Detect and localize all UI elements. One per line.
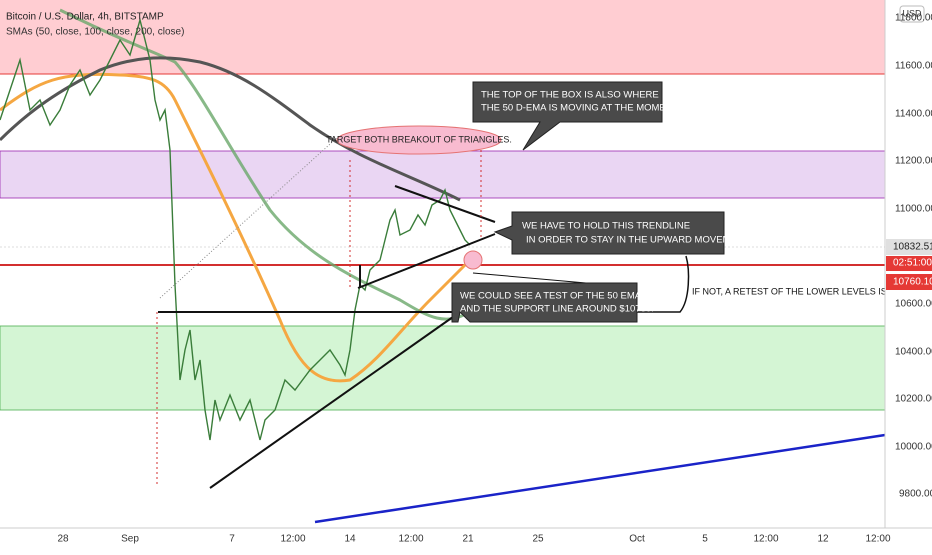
- price-line: [0, 17, 471, 441]
- time-label: Oct: [629, 534, 645, 545]
- time-label: 12:00: [398, 534, 423, 545]
- level-tag: [886, 274, 932, 290]
- retest-arrow: [637, 255, 690, 313]
- time-label: 7: [229, 534, 235, 545]
- annotation-line: THE TOP OF THE BOX IS ALSO WHERE: [481, 90, 659, 101]
- time-label: 21: [462, 534, 474, 545]
- annotation-line: THE 50 D-EMA IS MOVING AT THE MOMENT.: [481, 103, 680, 114]
- last-price-tag: [886, 239, 932, 255]
- annotation-line: AND THE SUPPORT LINE AROUND $10760.: [460, 304, 654, 315]
- price-label: 10600.00: [895, 299, 932, 310]
- time-label: Sep: [121, 534, 139, 545]
- annotation-line: WE HAVE TO HOLD THIS TRENDLINE: [522, 221, 690, 232]
- sma-50: [0, 72, 472, 383]
- annotation-text: TARGET BOTH BREAKOUT OF TRIANGLES.: [326, 134, 512, 144]
- time-label: 5: [702, 534, 708, 545]
- time-label: 14: [344, 534, 356, 545]
- level-price: 10760.10: [893, 277, 932, 288]
- currency-label: USD: [902, 8, 922, 18]
- resistance-zone: [0, 0, 885, 74]
- price-label: 11000.00: [895, 204, 932, 215]
- price-label: 11800.00: [895, 13, 932, 24]
- callout-box-top: THE TOP OF THE BOX IS ALSO WHERE THE 50 …: [472, 81, 680, 151]
- price-label: 10000.00: [895, 442, 932, 453]
- price-label: 11200.00: [895, 156, 932, 167]
- price-label: 11600.00: [895, 61, 932, 72]
- symbol-title: Bitcoin / U.S. Dollar, 4h, BITSTAMP: [6, 12, 164, 23]
- time-labels: 28 Sep 7 12:00 14 12:00 21 25 Oct 5 12:0…: [57, 534, 891, 545]
- target-ellipse: TARGET BOTH BREAKOUT OF TRIANGLES.: [326, 125, 512, 155]
- price-label: 10200.00: [895, 394, 932, 405]
- measure-lines: [156, 140, 482, 485]
- annotation-line: IN ORDER TO STAY IN THE UPWARD MOVEMENT.: [526, 235, 751, 246]
- sma-100: [59, 8, 471, 321]
- countdown-tag: [886, 256, 932, 271]
- long-trendline: [314, 433, 886, 524]
- callout-test: WE COULD SEE A TEST OF THE 50 EMA AND TH…: [451, 282, 654, 323]
- callout-trendline: WE HAVE TO HOLD THIS TRENDLINE IN ORDER …: [493, 211, 751, 255]
- last-price: 10832.51: [893, 242, 932, 253]
- indicator-label: SMAs (50, close, 100, close, 200, close): [6, 27, 184, 38]
- countdown: 02:51:00: [893, 258, 932, 269]
- trendlines: [158, 185, 496, 489]
- time-label: 12:00: [280, 534, 305, 545]
- time-label: 28: [57, 534, 69, 545]
- price-label: 11400.00: [895, 109, 932, 120]
- support-zone: [0, 325, 886, 411]
- time-label: 12:00: [865, 534, 890, 545]
- price-label: 9800.00: [899, 489, 932, 500]
- time-label: 25: [532, 534, 544, 545]
- time-label: 12: [817, 534, 829, 545]
- price-label: 10400.00: [895, 347, 932, 358]
- price-labels: 11800.00 11600.00 11400.00 11200.00 1100…: [895, 13, 932, 500]
- moving-averages: [0, 8, 472, 383]
- annotation-text: IF NOT, A RETEST OF THE LOWER LEVELS IS …: [692, 286, 932, 296]
- sma-200: [0, 56, 461, 202]
- annotation-line: WE COULD SEE A TEST OF THE 50 EMA: [460, 291, 642, 302]
- currency-button[interactable]: [899, 5, 925, 23]
- test-marker: [463, 250, 483, 270]
- time-label: 12:00: [753, 534, 778, 545]
